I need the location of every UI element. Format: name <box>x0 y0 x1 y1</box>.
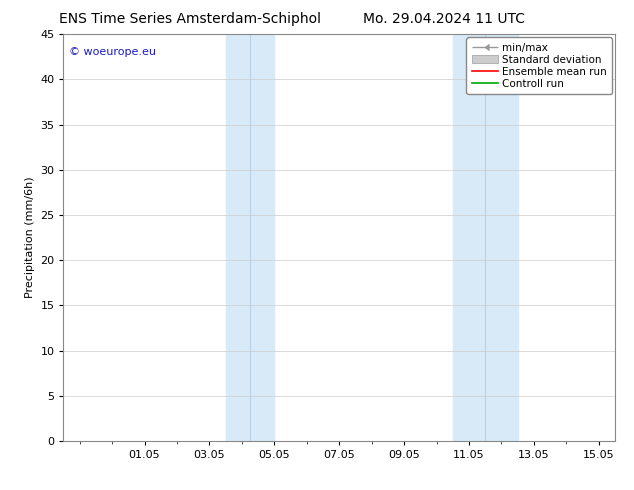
Text: Mo. 29.04.2024 11 UTC: Mo. 29.04.2024 11 UTC <box>363 12 525 26</box>
Y-axis label: Precipitation (mm/6h): Precipitation (mm/6h) <box>25 177 35 298</box>
Text: ENS Time Series Amsterdam-Schiphol: ENS Time Series Amsterdam-Schiphol <box>59 12 321 26</box>
Legend: min/max, Standard deviation, Ensemble mean run, Controll run: min/max, Standard deviation, Ensemble me… <box>467 37 612 94</box>
Text: © woeurope.eu: © woeurope.eu <box>69 47 156 56</box>
Bar <box>453 34 517 441</box>
Bar <box>226 34 275 441</box>
